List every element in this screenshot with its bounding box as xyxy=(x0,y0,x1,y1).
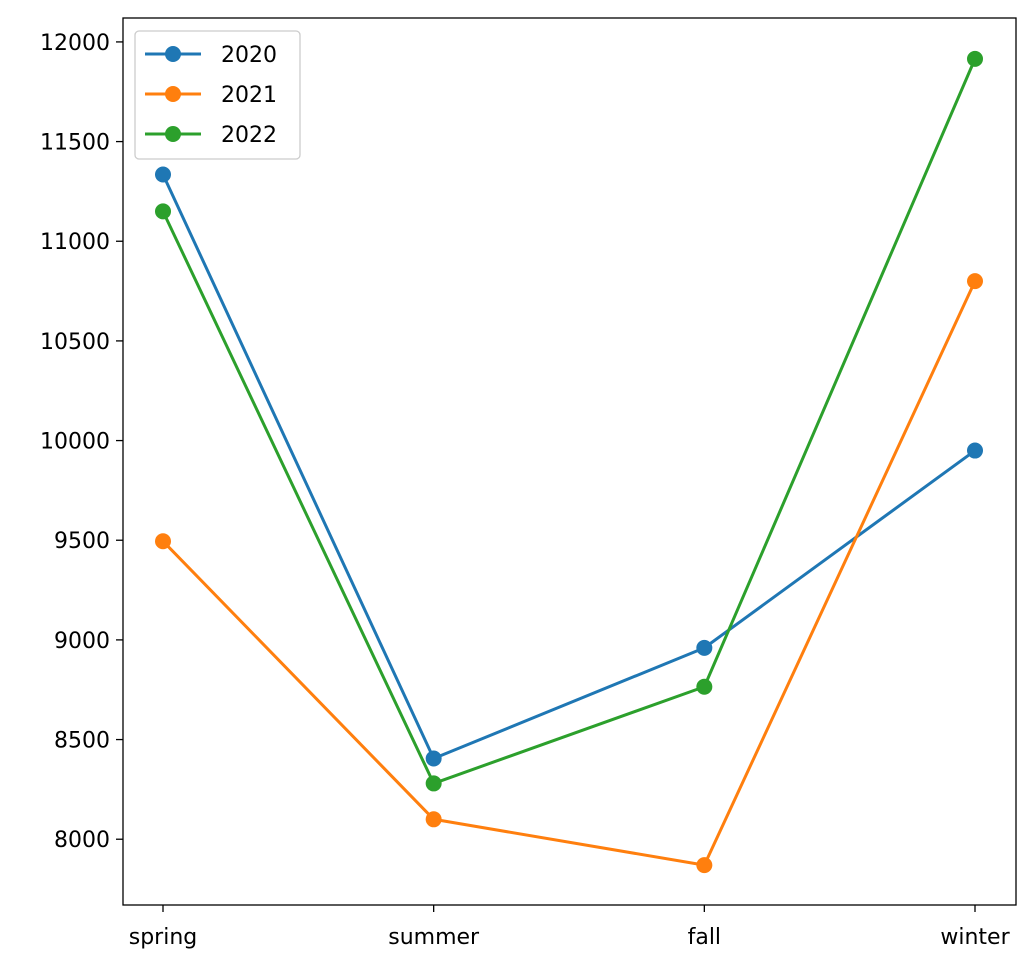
data-point-2022-summer xyxy=(425,775,442,792)
y-tick-label: 9000 xyxy=(54,629,110,654)
legend-marker-2022 xyxy=(165,126,181,142)
data-point-2021-fall xyxy=(696,857,713,874)
series-line-2020 xyxy=(161,173,976,760)
y-tick-label: 10500 xyxy=(40,330,110,355)
data-point-2020-summer xyxy=(425,750,442,767)
y-tick-label: 8000 xyxy=(54,828,110,853)
x-tick-label: fall xyxy=(688,925,721,950)
axes: spring summer fall winter 8000 8500 9000 9500 10… xyxy=(40,17,1017,950)
y-tick-label: 11000 xyxy=(40,230,110,255)
axes-frame xyxy=(122,17,1017,906)
data-point-2020-fall xyxy=(696,639,713,656)
legend-label-2020: 2020 xyxy=(221,43,277,68)
data-point-2021-spring xyxy=(155,533,171,550)
data-point-2020-winter xyxy=(967,442,983,459)
data-point-2020-spring xyxy=(155,166,171,183)
y-tick-label: 11500 xyxy=(40,131,110,156)
data-point-2021-summer xyxy=(425,811,442,828)
data-point-2021-winter xyxy=(967,273,983,290)
data-point-2022-fall xyxy=(696,678,713,695)
data-point-2022-spring xyxy=(155,203,171,220)
x-tick-label: winter xyxy=(940,925,1010,950)
data-point-2022-winter xyxy=(967,50,983,67)
y-tick-label: 10000 xyxy=(40,430,110,455)
legend-label-2022: 2022 xyxy=(221,123,277,148)
legend-label-2021: 2021 xyxy=(221,83,277,108)
legend: 2020 2021 2022 xyxy=(134,30,301,160)
series-line-2022 xyxy=(161,58,977,785)
y-tick-label: 12000 xyxy=(40,31,110,56)
x-tick-label: summer xyxy=(388,925,480,950)
legend-marker-2020 xyxy=(165,46,181,62)
legend-marker-2021 xyxy=(165,86,181,102)
y-tick-label: 9500 xyxy=(54,529,110,554)
series-line-2021 xyxy=(161,280,977,867)
plot-area xyxy=(155,50,983,874)
y-tick-label: 8500 xyxy=(54,729,110,754)
x-tick-label: spring xyxy=(129,925,198,950)
